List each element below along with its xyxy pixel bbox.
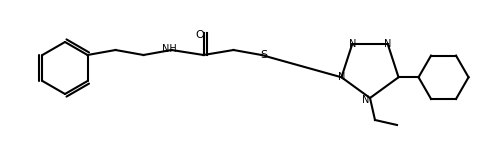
Text: N: N	[362, 95, 370, 105]
Text: S: S	[260, 50, 267, 60]
Text: O: O	[195, 30, 204, 40]
Text: NH: NH	[162, 44, 177, 54]
Text: N: N	[349, 39, 356, 49]
Text: N: N	[338, 72, 345, 82]
Text: N: N	[384, 39, 391, 49]
